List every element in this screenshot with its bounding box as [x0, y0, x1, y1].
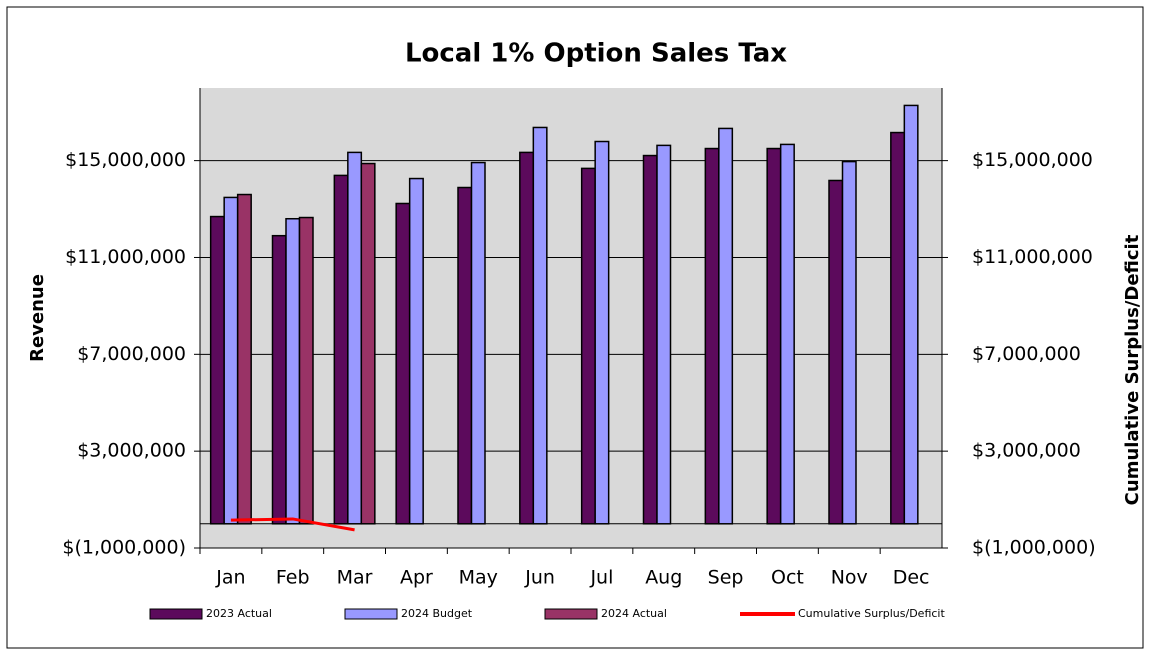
- x-tick-label: Feb: [276, 567, 310, 589]
- x-tick-label: Jun: [524, 567, 555, 589]
- y2-tick-label: $7,000,000: [972, 343, 1081, 365]
- x-tick-label: Jul: [589, 567, 613, 589]
- x-tick-label: Mar: [337, 567, 373, 589]
- legend-swatch: [149, 608, 203, 620]
- bar: [779, 143, 795, 525]
- bar: [718, 127, 734, 525]
- y-tick-label: $(1,000,000): [62, 537, 186, 559]
- bar: [704, 147, 720, 525]
- bar: [408, 177, 424, 525]
- bar: [223, 196, 239, 525]
- bar: [890, 131, 906, 525]
- x-tick-label: Sep: [708, 567, 744, 589]
- bar: [903, 104, 919, 525]
- line-series: [230, 517, 355, 532]
- bar: [841, 160, 857, 525]
- y-tick-label: $11,000,000: [65, 246, 186, 268]
- bar: [209, 215, 225, 525]
- y2-tick-label: $(1,000,000): [972, 537, 1096, 559]
- bar: [580, 167, 596, 525]
- legend-label: Cumulative Surplus/Deficit: [798, 607, 945, 620]
- bar: [395, 202, 411, 525]
- y2-tick-label: $11,000,000: [972, 246, 1093, 268]
- legend-swatch: [544, 608, 598, 620]
- y2-axis-title: Cumulative Surplus/Deficit: [1122, 234, 1143, 505]
- bar: [470, 161, 486, 525]
- bar: [347, 151, 363, 525]
- x-tick-label: Apr: [400, 567, 433, 589]
- chart-title: Local 1% Option Sales Tax: [405, 39, 787, 69]
- y-tick-label: $3,000,000: [77, 440, 186, 462]
- legend-label: 2023 Actual: [206, 607, 272, 620]
- x-tick-label: Jan: [215, 567, 245, 589]
- y-axis-title: Revenue: [27, 274, 48, 362]
- bar: [457, 186, 473, 525]
- legend-label: 2024 Budget: [401, 607, 473, 620]
- bar: [271, 234, 287, 525]
- y2-tick-label: $3,000,000: [972, 440, 1081, 462]
- bar: [656, 144, 672, 525]
- x-tick-label: Oct: [771, 567, 804, 589]
- bar: [333, 174, 349, 525]
- bar: [594, 140, 610, 525]
- bar: [532, 126, 548, 525]
- bar: [285, 217, 301, 525]
- bar: [236, 193, 252, 525]
- bar: [828, 179, 844, 525]
- legend-swatch: [344, 608, 398, 620]
- legend-label: 2024 Actual: [601, 607, 667, 620]
- plot-area: [200, 88, 942, 548]
- bar: [642, 154, 658, 525]
- x-tick-label: Dec: [893, 567, 930, 589]
- bar: [360, 162, 376, 525]
- bar: [766, 147, 782, 525]
- y2-tick-label: $15,000,000: [972, 149, 1093, 171]
- y-tick-label: $15,000,000: [65, 149, 186, 171]
- x-tick-label: Nov: [831, 567, 868, 589]
- x-tick-label: May: [459, 567, 498, 589]
- bar: [298, 216, 314, 525]
- x-tick-label: Aug: [645, 567, 682, 589]
- y-tick-label: $7,000,000: [77, 343, 186, 365]
- bar: [519, 151, 535, 525]
